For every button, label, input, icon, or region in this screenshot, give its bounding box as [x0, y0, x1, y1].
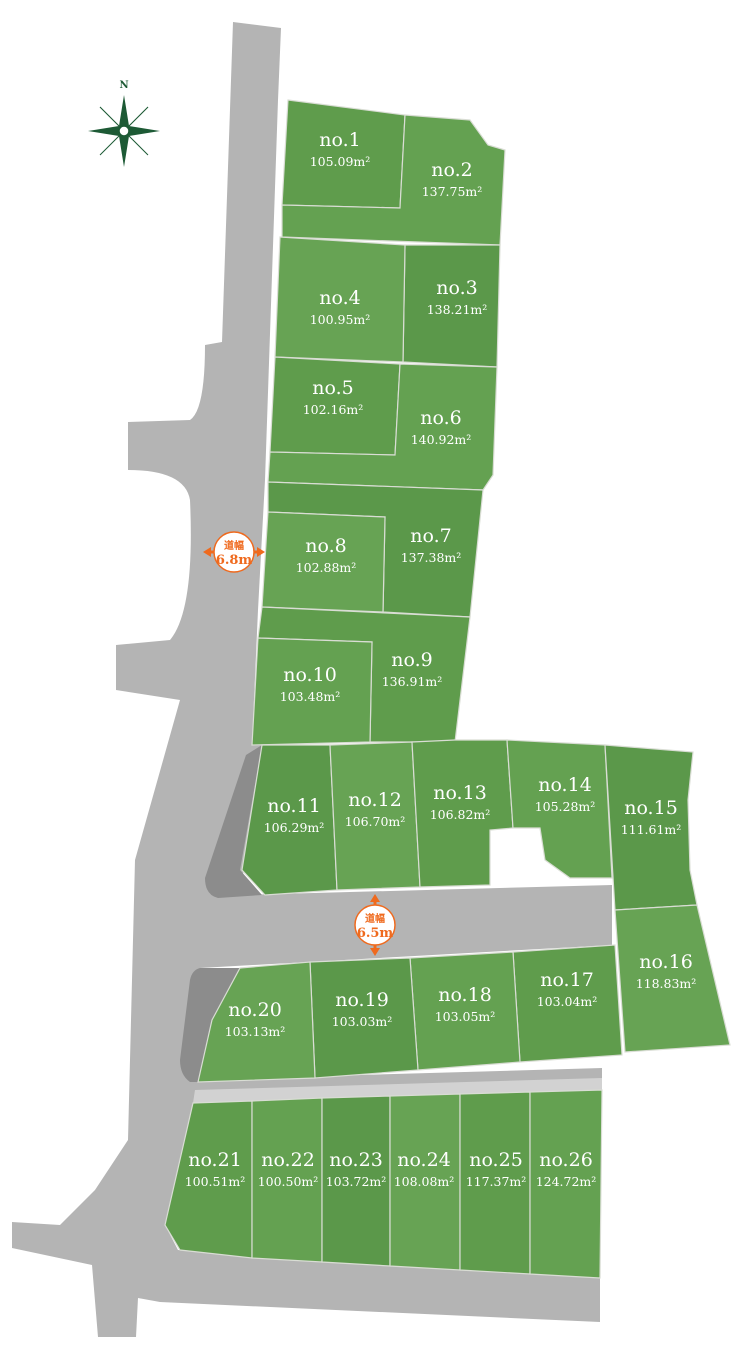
lot-15[interactable]: no.15 111.61m²	[604, 744, 698, 911]
lot-8[interactable]: no.8 102.88m²	[261, 511, 386, 613]
lot-area: 103.13m²	[225, 1024, 286, 1039]
footpath	[193, 1078, 602, 1103]
road	[12, 22, 612, 1337]
lot-5[interactable]: no.5 102.16m²	[269, 356, 401, 456]
lot-18[interactable]: no.18 103.05m²	[409, 951, 521, 1071]
lot-number: no.10	[283, 664, 337, 686]
lot-area: 100.50m²	[258, 1174, 319, 1189]
lot-number: no.19	[335, 989, 389, 1011]
lot-number: no.9	[391, 649, 432, 671]
lot-area: 103.72m²	[326, 1174, 387, 1189]
lot-number: no.14	[538, 774, 592, 796]
lot-number: no.21	[188, 1149, 242, 1171]
lot-area: 117.37m²	[466, 1174, 527, 1189]
lot-area: 106.82m²	[430, 807, 491, 822]
lot-shape[interactable]	[164, 1100, 253, 1259]
lot-number: no.23	[329, 1149, 383, 1171]
road-width-label: 道幅	[224, 539, 244, 552]
lot-12[interactable]: no.12 106.70m²	[329, 741, 421, 891]
lot-14[interactable]: no.14 105.28m²	[506, 739, 613, 879]
lot-24[interactable]: no.24 108.08m²	[389, 1093, 461, 1271]
lot-number: no.24	[397, 1149, 451, 1171]
lot-number: no.12	[348, 789, 402, 811]
lot-shape[interactable]	[241, 744, 338, 896]
lot-4[interactable]: no.4 100.95m²	[274, 236, 406, 363]
north-label: N	[119, 80, 128, 91]
lot-area: 138.21m²	[427, 302, 488, 317]
lot-area: 136.91m²	[382, 674, 443, 689]
lot-area: 106.29m²	[264, 820, 325, 835]
lot-shape[interactable]	[251, 637, 373, 746]
lot-area: 111.61m²	[621, 822, 682, 837]
lot-area: 102.88m²	[296, 560, 357, 575]
lot-number: no.13	[433, 782, 487, 804]
lot-20[interactable]: no.20 103.13m²	[197, 961, 316, 1083]
lot-area: 105.09m²	[310, 154, 371, 169]
compass-rose-icon: N	[88, 80, 160, 167]
road-width-value: 6.8m	[216, 553, 253, 568]
road-width-marker: 道幅6.8m	[203, 531, 265, 573]
lot-number: no.15	[624, 797, 678, 819]
lot-number: no.17	[540, 969, 594, 991]
lot-number: no.22	[261, 1149, 315, 1171]
lot-number: no.18	[438, 984, 492, 1006]
lot-area: 100.95m²	[310, 312, 371, 327]
lot-number: no.25	[469, 1149, 523, 1171]
lot-number: no.1	[319, 129, 360, 151]
lot-area: 103.48m²	[280, 689, 341, 704]
lot-area: 100.51m²	[185, 1174, 246, 1189]
lot-area: 124.72m²	[536, 1174, 597, 1189]
lot-22[interactable]: no.22 100.50m²	[251, 1097, 323, 1263]
lot-number: no.16	[639, 951, 693, 973]
lot-19[interactable]: no.19 103.03m²	[309, 957, 419, 1079]
lot-21[interactable]: no.21 100.51m²	[164, 1100, 253, 1259]
lot-number: no.11	[267, 795, 321, 817]
lot-number: no.7	[410, 525, 451, 547]
lot-number: no.3	[436, 277, 477, 299]
lot-17[interactable]: no.17 103.04m²	[512, 944, 623, 1063]
road-width-label: 道幅	[365, 912, 385, 925]
lot-1[interactable]: no.1 105.09m²	[281, 99, 406, 209]
lot-number: no.26	[539, 1149, 593, 1171]
road-dark-corner	[180, 968, 240, 1082]
lot-shape[interactable]	[529, 1089, 603, 1279]
lot-26[interactable]: no.26 124.72m²	[529, 1089, 603, 1279]
lot-3[interactable]: no.3 138.21m²	[402, 244, 501, 368]
lot-area: 105.28m²	[535, 799, 596, 814]
lot-area: 137.38m²	[401, 550, 462, 565]
lot-area: 140.92m²	[411, 432, 472, 447]
lot-area: 108.08m²	[394, 1174, 455, 1189]
lot-shape[interactable]	[274, 236, 406, 363]
lot-shape[interactable]	[614, 904, 731, 1053]
lot-area: 102.16m²	[303, 402, 364, 417]
lot-shape[interactable]	[261, 511, 386, 613]
lot-number: no.20	[228, 999, 282, 1021]
lot-23[interactable]: no.23 103.72m²	[321, 1095, 391, 1267]
road-dark-corner	[205, 745, 262, 898]
lot-area: 118.83m²	[636, 976, 697, 991]
lot-area: 106.70m²	[345, 814, 406, 829]
lot-25[interactable]: no.25 117.37m²	[459, 1091, 531, 1275]
lot-2[interactable]: no.2 137.75m²	[281, 114, 506, 246]
lot-number: no.5	[312, 377, 353, 399]
lot-shape[interactable]	[411, 739, 514, 888]
lot-area: 103.05m²	[435, 1009, 496, 1024]
lot-area: 103.03m²	[332, 1014, 393, 1029]
lot-area: 137.75m²	[422, 184, 483, 199]
lot-6[interactable]: no.6 140.92m²	[267, 363, 498, 491]
road-width-marker: 道幅6.5m	[354, 894, 396, 956]
lot-shape[interactable]	[197, 961, 316, 1083]
lot-13[interactable]: no.13 106.82m²	[411, 739, 514, 888]
lot-number: no.2	[431, 159, 472, 181]
lot-11[interactable]: no.11 106.29m²	[241, 744, 338, 896]
lot-number: no.6	[420, 407, 461, 429]
lot-area: 103.04m²	[537, 994, 598, 1009]
lot-number: no.4	[319, 287, 360, 309]
lot-number: no.8	[305, 535, 346, 557]
lot-16[interactable]: no.16 118.83m²	[614, 904, 731, 1053]
road-width-value: 6.5m	[357, 926, 394, 941]
lot-10[interactable]: no.10 103.48m²	[251, 637, 373, 746]
